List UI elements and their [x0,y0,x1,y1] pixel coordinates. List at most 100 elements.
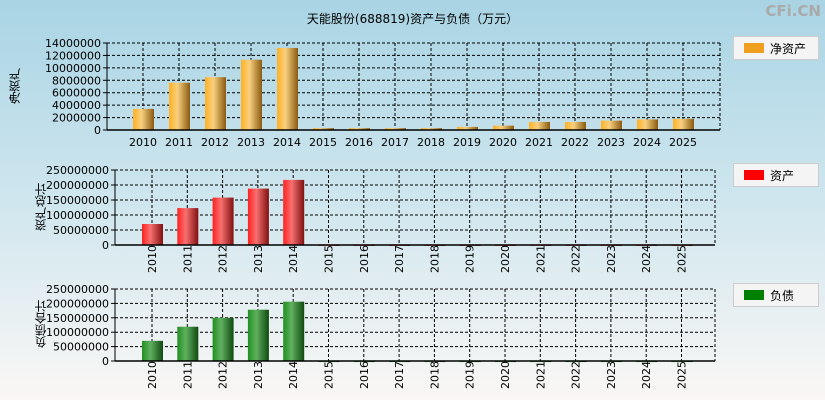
x-tick-label: 2015 [309,136,337,149]
bar-2013 [241,59,262,130]
y-tick-label: 250000000 [46,164,109,177]
bar-2010 [133,108,154,130]
bar-2011 [169,82,190,130]
x-tick-label: 2012 [217,245,230,273]
x-tick-label: 2013 [252,361,265,389]
bar-2010 [142,340,163,361]
x-tick-label: 2011 [181,245,194,273]
x-tick-label: 2014 [287,361,300,389]
x-tick-label: 2024 [640,361,653,389]
x-tick-label: 2024 [640,245,653,273]
x-tick-label: 2021 [534,245,547,273]
legend-assets: 资产 [733,163,819,187]
y-tick-label: 200000000 [46,297,109,310]
x-tick-label: 2016 [358,361,371,389]
watermark: CFi.CN [765,2,821,20]
x-tick-label: 2019 [453,136,481,149]
x-tick-label: 2014 [273,136,301,149]
chart-title: 天能股份(688819)资产与负债（万元） [306,12,519,26]
x-tick-label: 2015 [323,361,336,389]
bar-2018 [421,128,442,130]
bar-2021 [529,121,550,130]
bar-2014 [277,47,298,130]
x-tick-label: 2020 [499,245,512,273]
legend-label: 负债 [770,288,795,303]
bar-2012 [212,197,234,245]
bar-2010 [142,224,163,245]
y-tick-label: 100000000 [46,209,109,222]
x-tick-label: 2022 [570,245,583,273]
bar-2013 [247,309,269,361]
bar-2013 [247,188,269,245]
x-tick-label: 2025 [676,361,689,389]
x-tick-label: 2012 [217,361,230,389]
x-tick-label: 2012 [201,136,229,149]
y-tick-label: 250000000 [46,283,109,296]
y-tick-label: 0 [102,355,109,368]
x-tick-label: 2013 [252,245,265,273]
bar-2020 [493,125,514,130]
legend-label: 资产 [770,168,795,183]
x-tick-label: 2024 [633,136,661,149]
x-tick-label: 2023 [597,136,625,149]
y-tick-label: 2000000 [52,112,101,125]
x-tick-label: 2013 [237,136,265,149]
legend-swatch [744,43,764,53]
bar-2011 [177,326,199,361]
bar-2015 [313,128,334,130]
y-tick-label: 4000000 [52,99,101,112]
x-tick-label: 2018 [417,136,445,149]
y-tick-label: 200000000 [46,179,109,192]
bar-2022 [565,121,586,130]
y-tick-label: 150000000 [46,194,109,207]
x-tick-label: 2019 [464,361,477,389]
bar-2012 [205,77,226,130]
y-tick-label: 10000000 [45,62,101,75]
x-tick-label: 2014 [287,245,300,273]
x-tick-label: 2021 [534,361,547,389]
x-tick-label: 2022 [561,136,589,149]
legend-swatch [744,290,764,300]
x-tick-label: 2010 [146,245,159,273]
y-tick-label: 6000000 [52,87,101,100]
bar-2014 [283,301,305,361]
x-tick-label: 2017 [393,361,406,389]
y-tick-label: 0 [94,124,101,137]
bar-2014 [283,179,305,245]
legend-swatch [744,170,764,180]
x-tick-label: 2022 [570,361,583,389]
legend-liabilities: 负债 [733,283,819,307]
x-tick-label: 2018 [428,361,441,389]
bar-2016 [349,128,370,130]
x-tick-label: 2010 [129,136,157,149]
bar-2019 [457,126,478,130]
x-tick-label: 2021 [525,136,553,149]
x-tick-label: 2025 [676,245,689,273]
x-tick-label: 2019 [464,245,477,273]
x-tick-label: 2010 [146,361,159,389]
bar-2023 [601,120,622,130]
x-tick-label: 2017 [381,136,409,149]
bar-2011 [177,208,199,245]
legend-net-assets: 净资产 [733,36,819,60]
legend-label: 净资产 [770,41,807,56]
bar-2012 [212,317,234,361]
bar-2017 [385,128,406,130]
x-tick-label: 2016 [358,245,371,273]
y-tick-label: 14000000 [45,37,101,50]
y-tick-label: 50000000 [53,224,109,237]
bar-2025 [673,118,694,130]
x-tick-label: 2023 [605,245,618,273]
x-tick-label: 2023 [605,361,618,389]
y-tick-label: 150000000 [46,312,109,325]
x-tick-label: 2015 [323,245,336,273]
x-tick-label: 2020 [499,361,512,389]
bar-2024 [637,119,658,130]
x-tick-label: 2011 [181,361,194,389]
y-tick-label: 50000000 [53,341,109,354]
y-tick-label: 0 [102,239,109,252]
x-tick-label: 2025 [669,136,697,149]
x-tick-label: 2017 [393,245,406,273]
x-tick-label: 2020 [489,136,517,149]
